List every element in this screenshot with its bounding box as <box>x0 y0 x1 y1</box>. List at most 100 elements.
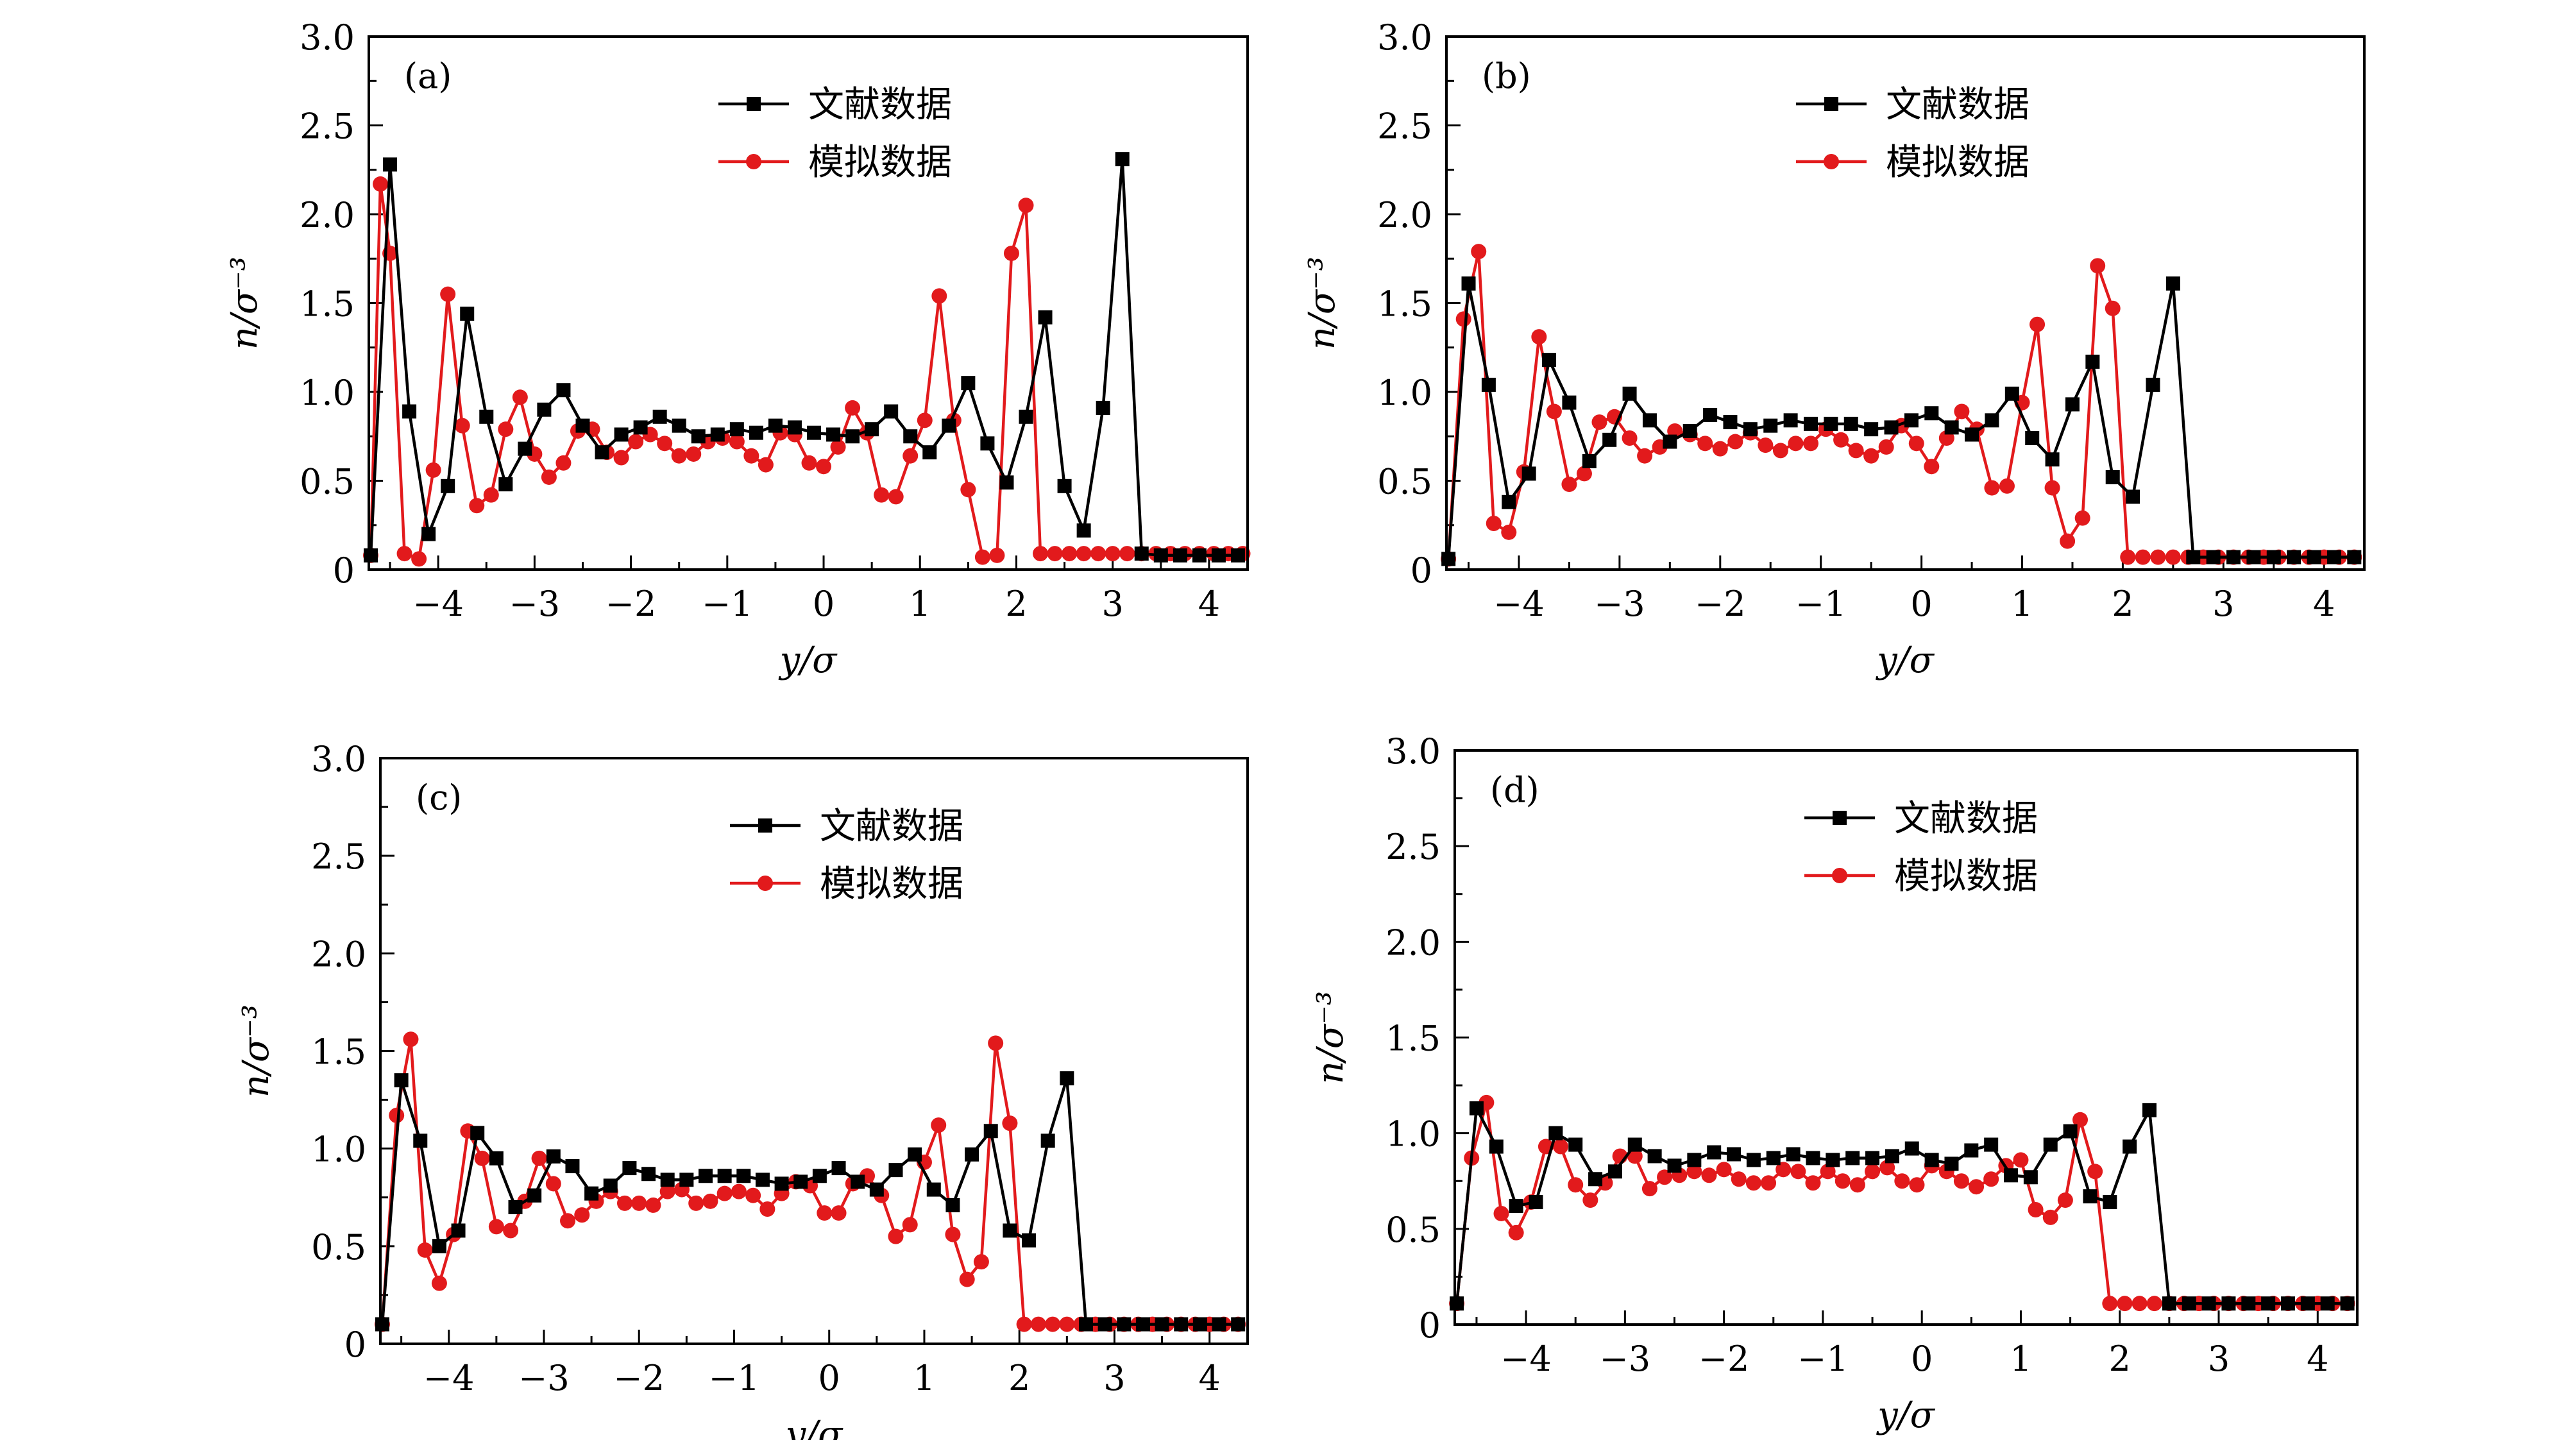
legend-label-simulation: 模拟数据 <box>1886 142 2029 183</box>
data-point-simulation-c <box>1016 1316 1032 1332</box>
data-point-literature-c <box>508 1199 523 1214</box>
data-point-simulation-d <box>1745 1175 1761 1191</box>
data-point-simulation-b <box>1622 430 1638 446</box>
data-point-literature-d <box>1568 1137 1583 1152</box>
x-tick-label-b: −1 <box>1795 584 1847 624</box>
data-point-literature-a <box>980 436 995 451</box>
series-line-simulation-a <box>369 183 1243 561</box>
data-point-literature-c <box>1060 1071 1074 1086</box>
data-point-literature-b <box>2307 550 2321 564</box>
data-point-literature-a <box>383 157 398 172</box>
data-point-literature-a <box>1211 548 1226 563</box>
data-point-simulation-b <box>1772 443 1788 459</box>
data-point-simulation-d <box>1761 1175 1777 1191</box>
data-point-literature-a <box>749 425 763 440</box>
data-point-simulation-c <box>973 1254 989 1270</box>
data-point-literature-d <box>2043 1137 2058 1152</box>
data-point-literature-d <box>1489 1139 1504 1154</box>
data-point-simulation-b <box>1471 244 1487 260</box>
data-point-simulation-c <box>688 1195 704 1211</box>
x-tick-label-d: 1 <box>2010 1339 2031 1379</box>
data-point-simulation-b <box>1455 311 1471 327</box>
data-point-literature-c <box>812 1169 827 1183</box>
x-axis-label-c: y/σ <box>784 1414 844 1440</box>
data-point-literature-d <box>2123 1139 2137 1154</box>
legend-label-literature: 文献数据 <box>1894 798 2038 840</box>
data-point-simulation-a <box>396 546 412 562</box>
data-point-simulation-d <box>1716 1162 1732 1178</box>
x-tick-label-c: −1 <box>709 1358 760 1398</box>
data-point-simulation-d <box>1835 1173 1851 1189</box>
data-point-simulation-c <box>474 1150 490 1166</box>
panel-b: 0 0.5 1.0 1.5 2.0 2.5 3.0 −4 −3 −2 −1 0 1 2 3 4 y/σ n/σ⁻³… <box>1301 17 2366 681</box>
data-point-literature-c <box>983 1124 998 1139</box>
y-tick-label-c: 3.0 <box>311 739 366 779</box>
data-point-literature-a <box>884 404 899 419</box>
data-point-literature-a <box>652 409 667 424</box>
data-point-simulation-c <box>702 1193 718 1209</box>
data-point-literature-a <box>1134 546 1149 561</box>
data-point-literature-a <box>1057 479 1072 493</box>
data-point-literature-c <box>1003 1223 1017 1238</box>
data-point-literature-c <box>888 1163 903 1178</box>
data-point-literature-d <box>2083 1189 2097 1204</box>
data-point-literature-d <box>1746 1153 1761 1167</box>
data-point-simulation-a <box>960 482 976 498</box>
data-point-simulation-c <box>417 1242 433 1258</box>
data-point-simulation-c <box>759 1201 775 1217</box>
data-point-literature-a <box>942 418 956 433</box>
data-point-literature-b <box>1723 415 1738 430</box>
data-point-simulation-a <box>1062 546 1078 562</box>
data-point-literature-d <box>1509 1199 1523 1214</box>
series-line-literature-a <box>369 158 1238 557</box>
plot-frame-d <box>1453 749 2359 1326</box>
legend-marker-simulation <box>1824 154 1839 169</box>
data-point-literature-d <box>2142 1103 2157 1117</box>
data-point-simulation-c <box>531 1150 547 1166</box>
x-tick-label-c: 0 <box>818 1358 840 1398</box>
data-point-literature-b <box>1763 418 1778 433</box>
data-point-literature-a <box>575 418 590 433</box>
x-tick-label-a: 4 <box>1198 584 1220 624</box>
series-line-literature-d <box>1455 1103 2348 1305</box>
legend-marker-literature <box>1824 97 1838 111</box>
data-point-literature-b <box>2226 550 2241 564</box>
y-tick-label-d: 2.0 <box>1385 922 1441 963</box>
data-point-simulation-d <box>1582 1192 1598 1208</box>
y-tick-label-c: 0.5 <box>311 1227 366 1267</box>
y-tick-label-c: 2.0 <box>311 934 366 974</box>
data-point-literature-b <box>2025 431 2040 446</box>
data-point-simulation-c <box>545 1176 561 1192</box>
data-point-literature-b <box>2085 354 2100 369</box>
data-point-simulation-a <box>440 286 456 302</box>
x-tick-label-d: 3 <box>2208 1339 2230 1379</box>
data-point-simulation-b <box>2105 300 2121 316</box>
data-point-literature-b <box>2266 550 2281 564</box>
data-point-simulation-d <box>1701 1167 1717 1183</box>
x-axis-label-a: y/σ <box>778 640 838 681</box>
legend-label-simulation: 模拟数据 <box>820 863 963 905</box>
data-point-literature-a <box>556 383 571 398</box>
data-point-literature-c <box>394 1073 409 1088</box>
data-point-literature-b <box>1602 432 1617 447</box>
panel-c: 0 0.5 1.0 1.5 2.0 2.5 3.0 −4 −3 −2 −1 0 1 2 3 4 y/σ n/σ⁻³… <box>235 739 1249 1440</box>
data-point-literature-a <box>633 420 648 435</box>
plot-frame-c <box>379 757 1249 1345</box>
data-point-simulation-b <box>1788 436 1804 452</box>
data-point-literature-d <box>1865 1151 1880 1165</box>
data-point-simulation-d <box>2131 1296 2148 1312</box>
data-point-simulation-d <box>2117 1296 2133 1312</box>
data-point-literature-b <box>2186 550 2201 564</box>
data-point-simulation-c <box>1059 1316 1075 1332</box>
data-point-literature-d <box>1786 1147 1801 1162</box>
data-point-simulation-b <box>1984 480 2000 496</box>
data-point-simulation-a <box>512 389 528 405</box>
legend-marker-simulation <box>758 876 773 891</box>
data-point-simulation-b <box>2150 549 2166 565</box>
data-point-literature-a <box>865 422 879 437</box>
data-point-literature-c <box>641 1167 656 1182</box>
y-tick-label-c: 1.0 <box>311 1130 366 1170</box>
data-point-literature-c <box>926 1182 941 1197</box>
